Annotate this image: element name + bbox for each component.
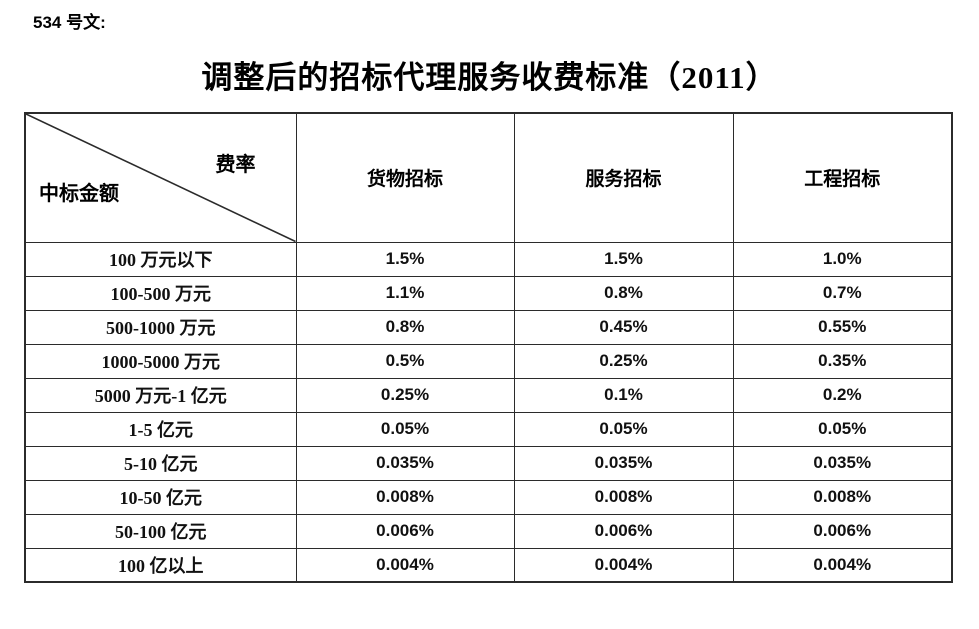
rate-value-cell: 0.25% bbox=[295, 377, 515, 413]
rate-value-cell: 0.55% bbox=[732, 309, 953, 345]
rate-value-cell: 1.5% bbox=[513, 241, 734, 277]
page-title: 调整后的招标代理服务收费标准（2011） bbox=[201, 60, 778, 95]
rate-value-cell: 0.004% bbox=[732, 547, 953, 583]
rate-value-cell: 0.004% bbox=[513, 547, 734, 583]
rate-value-cell: 0.7% bbox=[732, 275, 953, 311]
column-header-service-bidding: 服务招标 bbox=[513, 112, 734, 243]
table-row: 5000 万元-1 亿元 0.25% 0.1% 0.2% bbox=[24, 377, 953, 413]
table-row: 5-10 亿元 0.035% 0.035% 0.035% bbox=[24, 445, 953, 481]
rate-value-cell: 0.006% bbox=[513, 513, 734, 549]
rate-value-cell: 0.008% bbox=[295, 479, 515, 515]
table-row: 10-50 亿元 0.008% 0.008% 0.008% bbox=[24, 479, 953, 515]
rate-value-cell: 0.035% bbox=[295, 445, 515, 481]
rate-value-cell: 0.25% bbox=[513, 343, 734, 379]
header-row: 费率 中标金额 货物招标 服务招标 工程招标 bbox=[24, 112, 953, 243]
row-label-amount-range: 10-50 亿元 bbox=[24, 479, 297, 515]
rate-value-cell: 0.45% bbox=[513, 309, 734, 345]
rate-value-cell: 0.006% bbox=[732, 513, 953, 549]
row-label-amount-range: 100-500 万元 bbox=[24, 275, 297, 311]
corner-amount-label: 中标金额 bbox=[39, 182, 119, 205]
rate-value-cell: 0.008% bbox=[513, 479, 734, 515]
rate-value-cell: 0.006% bbox=[295, 513, 515, 549]
diagonal-divider-line bbox=[26, 114, 296, 242]
rate-value-cell: 0.8% bbox=[295, 309, 515, 345]
rate-value-cell: 0.2% bbox=[732, 377, 953, 413]
fee-rate-table: 费率 中标金额 货物招标 服务招标 工程招标 100 万元以下 1.5% 1.5% 1… bbox=[24, 112, 953, 583]
rate-value-cell: 1.1% bbox=[295, 275, 515, 311]
row-label-amount-range: 5-10 亿元 bbox=[24, 445, 297, 481]
row-label-amount-range: 1000-5000 万元 bbox=[24, 343, 297, 379]
row-label-amount-range: 100 亿以上 bbox=[24, 547, 297, 583]
rate-value-cell: 0.035% bbox=[513, 445, 734, 481]
rate-value-cell: 0.05% bbox=[513, 411, 734, 447]
row-label-amount-range: 1-5 亿元 bbox=[24, 411, 297, 447]
rate-value-cell: 1.0% bbox=[732, 241, 953, 277]
table-row: 100-500 万元 1.1% 0.8% 0.7% bbox=[24, 275, 953, 311]
row-label-amount-range: 5000 万元-1 亿元 bbox=[24, 377, 297, 413]
column-header-goods-bidding: 货物招标 bbox=[295, 112, 515, 243]
table-row: 100 万元以下 1.5% 1.5% 1.0% bbox=[24, 241, 953, 277]
corner-header-cell: 费率 中标金额 bbox=[24, 112, 297, 243]
rate-value-cell: 0.035% bbox=[732, 445, 953, 481]
table-row: 50-100 亿元 0.006% 0.006% 0.006% bbox=[24, 513, 953, 549]
row-label-amount-range: 500-1000 万元 bbox=[24, 309, 297, 345]
rate-value-cell: 0.008% bbox=[732, 479, 953, 515]
rate-value-cell: 1.5% bbox=[295, 241, 515, 277]
table-body: 100 万元以下 1.5% 1.5% 1.0% 100-500 万元 1.1% 0.8% 0.… bbox=[24, 241, 953, 583]
corner-rate-label: 费率 bbox=[215, 154, 256, 176]
rate-value-cell: 0.8% bbox=[513, 275, 734, 311]
rate-value-cell: 0.5% bbox=[295, 343, 515, 379]
table-row: 1000-5000 万元 0.5% 0.25% 0.35% bbox=[24, 343, 953, 379]
row-label-amount-range: 100 万元以下 bbox=[24, 241, 297, 277]
rate-value-cell: 0.05% bbox=[732, 411, 953, 447]
column-header-engineering-bidding: 工程招标 bbox=[732, 112, 953, 243]
doc-ref-label: 534 号文: bbox=[33, 13, 106, 32]
rate-value-cell: 0.1% bbox=[513, 377, 734, 413]
table-row: 1-5 亿元 0.05% 0.05% 0.05% bbox=[24, 411, 953, 447]
rate-value-cell: 0.004% bbox=[295, 547, 515, 583]
row-label-amount-range: 50-100 亿元 bbox=[24, 513, 297, 549]
table-row: 500-1000 万元 0.8% 0.45% 0.55% bbox=[24, 309, 953, 345]
rate-value-cell: 0.35% bbox=[732, 343, 953, 379]
table-row: 100 亿以上 0.004% 0.004% 0.004% bbox=[24, 547, 953, 583]
rate-value-cell: 0.05% bbox=[295, 411, 515, 447]
